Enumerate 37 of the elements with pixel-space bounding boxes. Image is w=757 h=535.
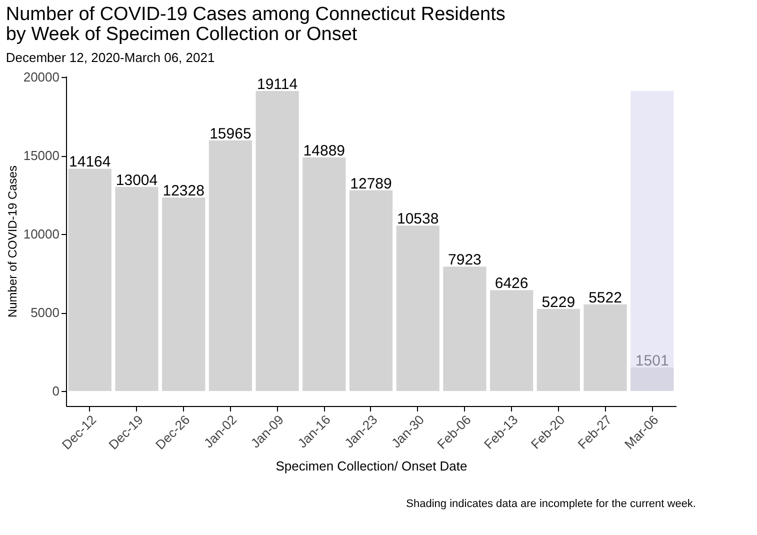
data-label: 13004 <box>116 172 158 189</box>
data-label: 15965 <box>210 125 252 142</box>
bar <box>584 304 627 391</box>
data-label: 14164 <box>69 154 111 171</box>
data-label: 12328 <box>162 182 204 200</box>
data-label: 19114 <box>256 76 298 94</box>
data-label: 6426 <box>494 275 528 292</box>
text: by Week of Specimen Collection or Onset <box>6 24 358 46</box>
bar <box>208 140 252 391</box>
y-tick-label: 15000 <box>23 148 60 164</box>
data-label: 12789 <box>350 175 392 192</box>
bar <box>536 308 580 391</box>
data-label: 14889 <box>303 142 346 160</box>
y-tick-label: 20000 <box>23 70 60 85</box>
bar <box>68 168 112 391</box>
bar <box>115 186 158 391</box>
text: Shading indicates data are incomplete for the current week. <box>406 498 696 510</box>
text: Number of COVID-19 Cases among Connecticut Residents <box>6 4 506 26</box>
y-tick-label: 10000 <box>23 226 60 242</box>
bar <box>630 367 674 391</box>
bar <box>302 157 346 391</box>
y-tick-label: 5000 <box>30 305 60 320</box>
data-label: 5522 <box>588 289 622 306</box>
y-axis-title: Number of COVID-19 Cases <box>5 165 20 318</box>
data-label: 7923 <box>448 252 482 269</box>
data-label: 5229 <box>542 294 576 311</box>
data-label: 1501 <box>635 352 669 370</box>
bar <box>490 290 534 391</box>
y-tick-label: 0 <box>52 383 60 398</box>
bar <box>349 190 393 391</box>
data-label: 10538 <box>396 210 439 228</box>
bar <box>443 266 486 391</box>
bar <box>256 91 299 391</box>
chart-subtitle: December 12, 2020-March 06, 2021 <box>6 50 215 66</box>
x-axis-title: Specimen Collection/ Onset Date <box>276 458 468 474</box>
bar <box>162 198 206 391</box>
bar <box>396 226 440 391</box>
